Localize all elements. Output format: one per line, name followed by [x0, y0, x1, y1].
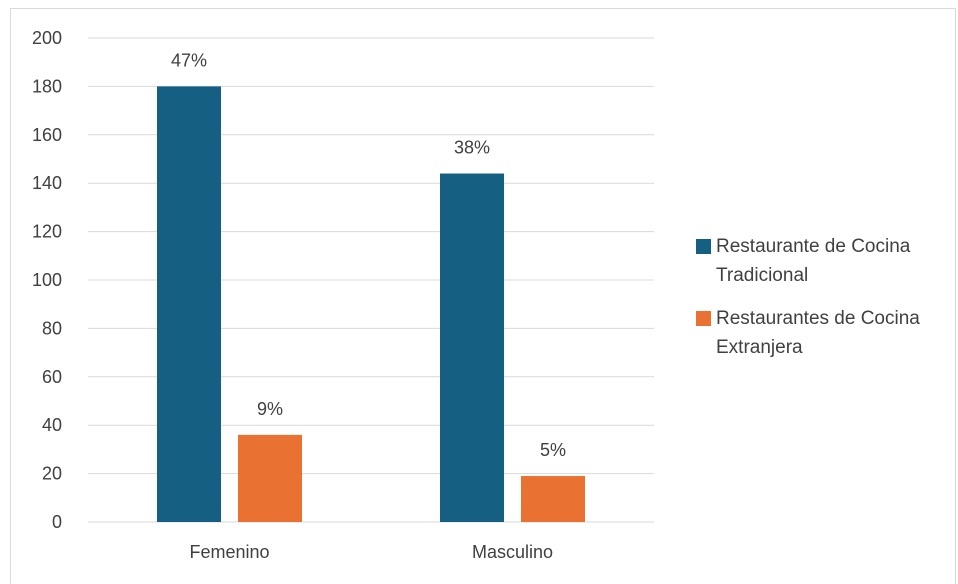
y-tick-label: 200 [32, 28, 62, 48]
data-label: 38% [454, 138, 490, 158]
bars [157, 86, 585, 523]
bar-traditional-femenino [157, 86, 221, 523]
y-tick-label: 100 [32, 270, 62, 290]
y-tick-label: 140 [32, 173, 62, 193]
y-tick-label: 120 [32, 222, 62, 242]
x-tick-label: Masculino [472, 542, 553, 562]
y-axis-ticks: 0 20 40 60 80 100 120 140 160 180 200 [32, 28, 62, 532]
data-label: 47% [171, 50, 207, 70]
data-label: 9% [257, 399, 283, 419]
bar-foreign-femenino [238, 434, 302, 522]
data-label: 5% [540, 440, 566, 460]
legend: Restaurante de Cocina Tradicional Restau… [696, 232, 956, 376]
y-tick-label: 80 [42, 318, 62, 338]
legend-item-traditional: Restaurante de Cocina Tradicional [696, 232, 956, 290]
legend-label-traditional: Restaurante de Cocina Tradicional [716, 236, 911, 286]
y-tick-label: 180 [32, 76, 62, 96]
x-tick-label: Femenino [189, 542, 269, 562]
y-tick-label: 0 [52, 512, 62, 532]
x-axis-ticks: Femenino Masculino [189, 542, 553, 562]
y-tick-label: 60 [42, 367, 62, 387]
y-tick-label: 20 [42, 464, 62, 484]
y-tick-label: 40 [42, 415, 62, 435]
legend-item-foreign: Restaurantes de Cocina Extranjera [696, 304, 956, 362]
y-tick-label: 160 [32, 125, 62, 145]
legend-swatch-foreign [696, 311, 711, 326]
legend-label-foreign: Restaurantes de Cocina Extranjera [716, 308, 920, 358]
legend-swatch-traditional [696, 239, 711, 254]
bar-traditional-masculino [440, 173, 504, 522]
data-labels: 47% 9% 38% 5% [171, 50, 566, 460]
chart-frame [10, 8, 956, 584]
bar-foreign-masculino [521, 476, 585, 522]
